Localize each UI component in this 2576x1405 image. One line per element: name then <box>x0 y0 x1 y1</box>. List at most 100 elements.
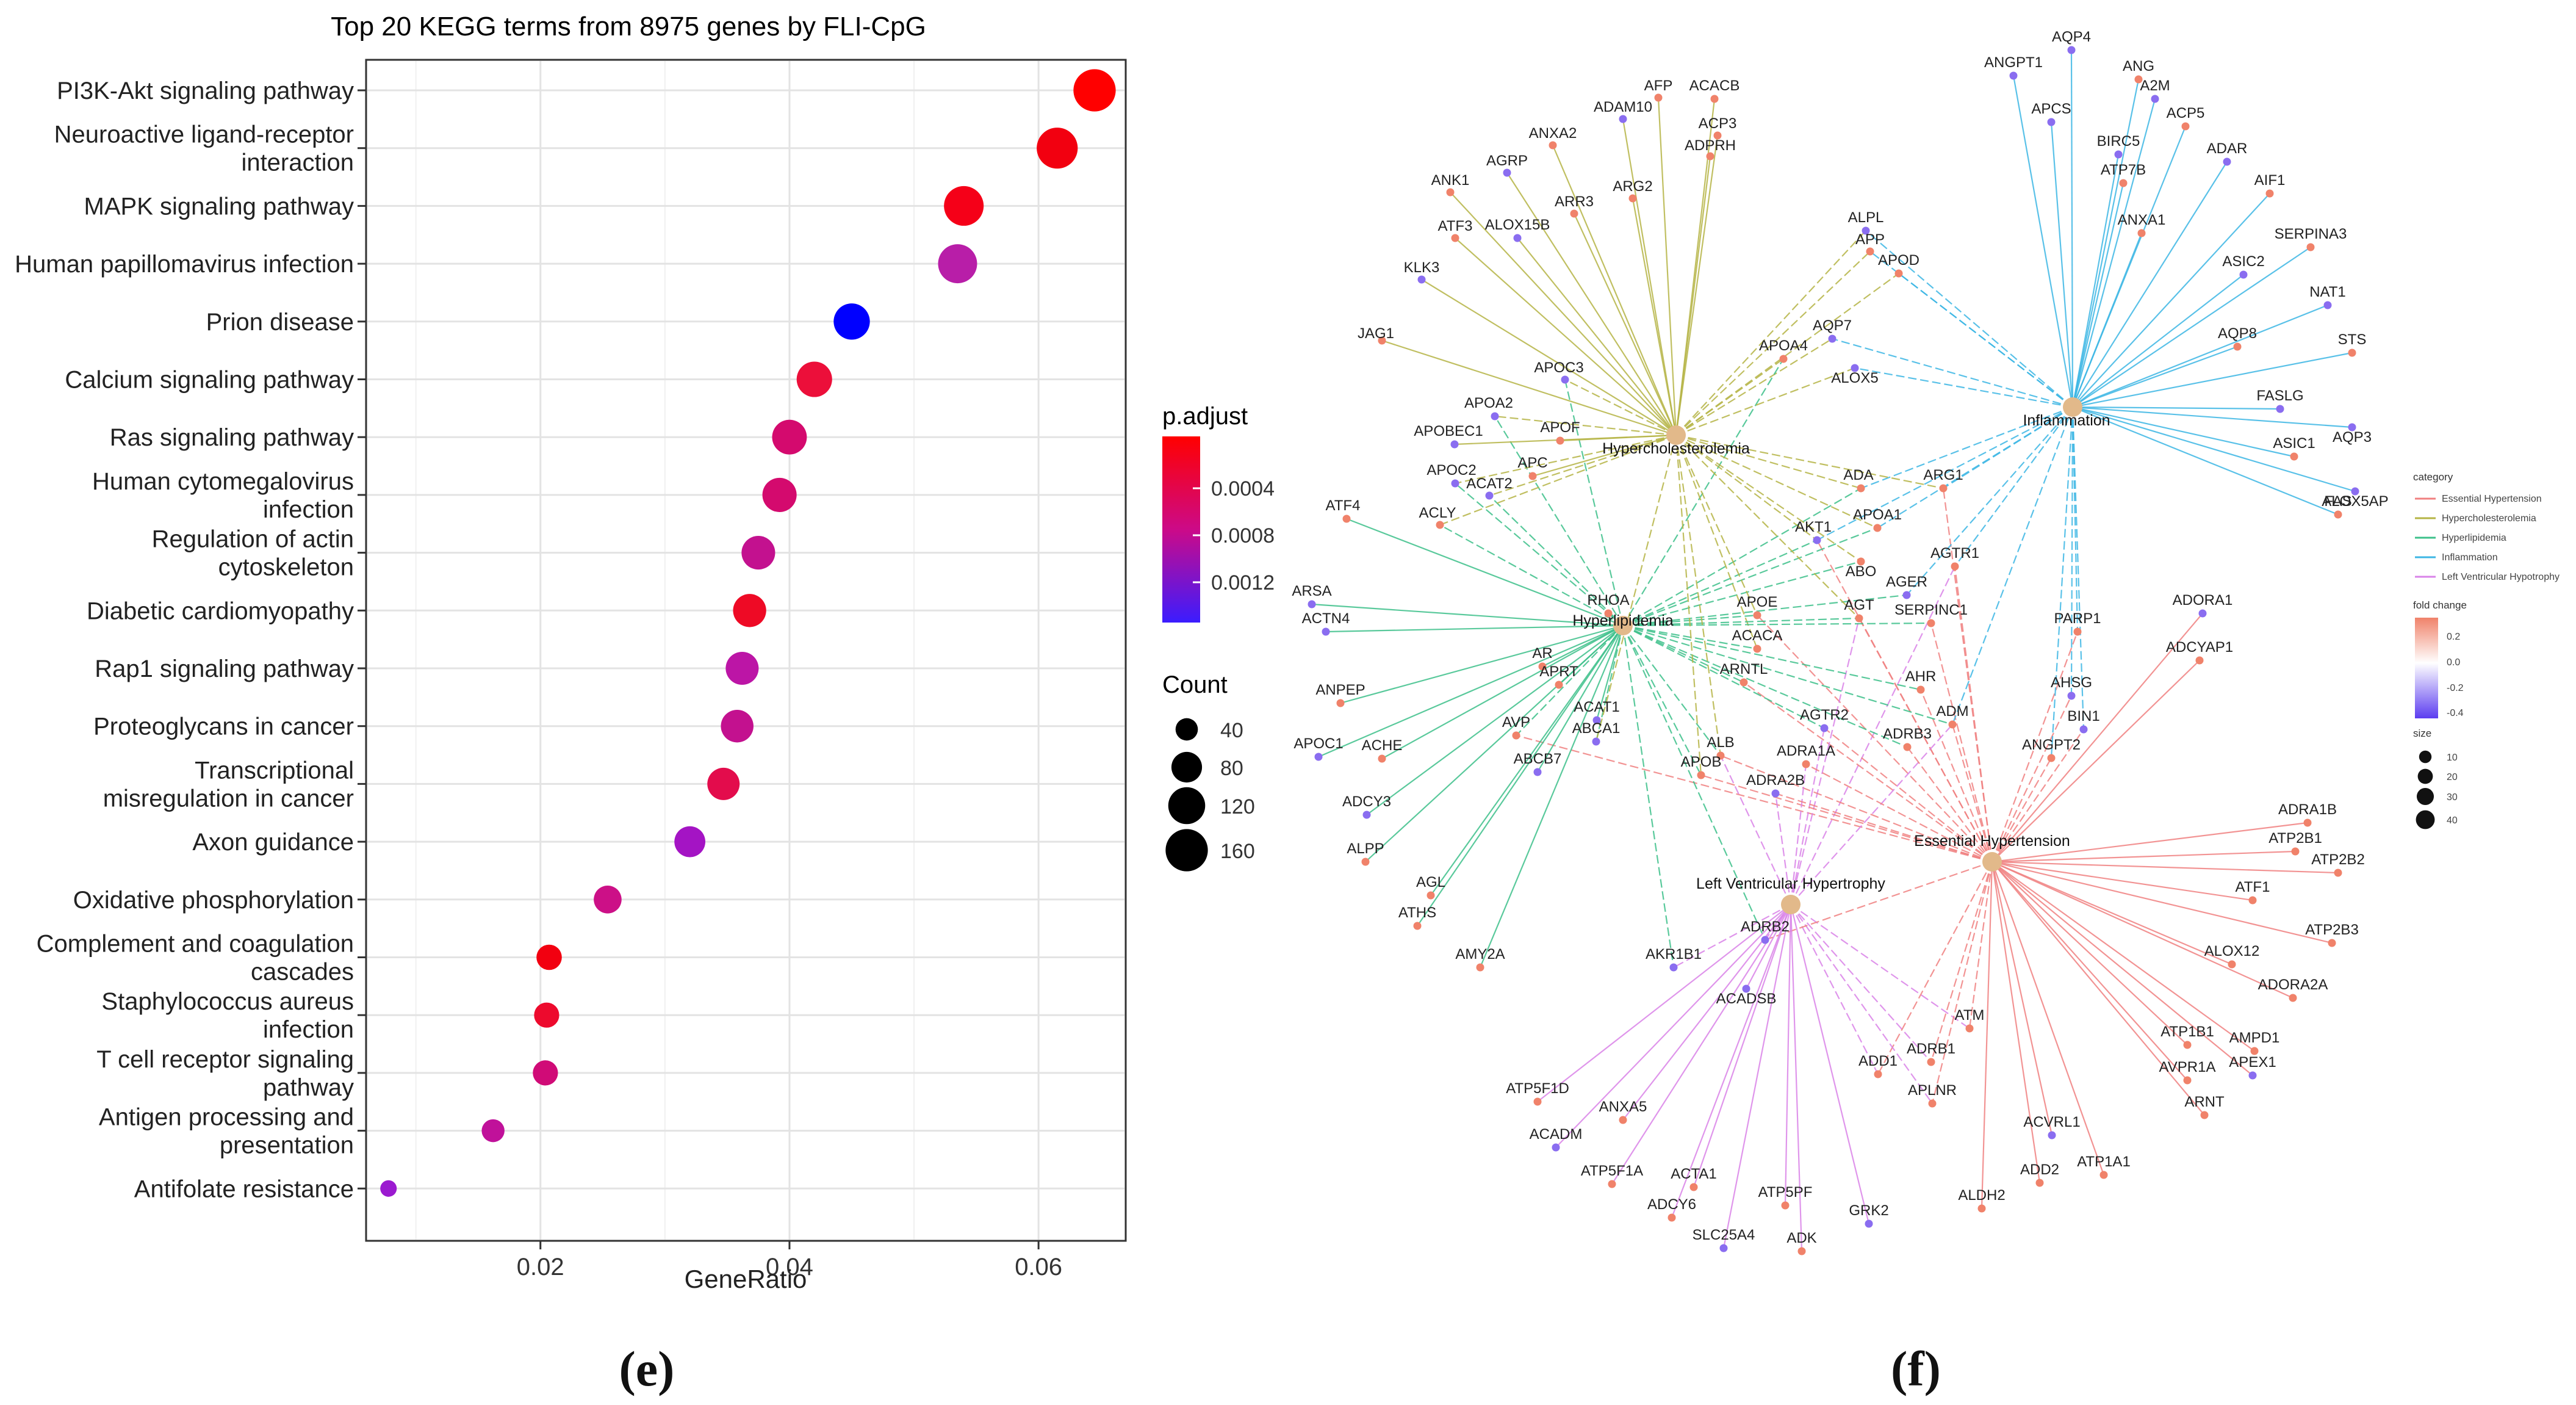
gene-node <box>1697 771 1705 779</box>
gene-node-label: ACP3 <box>1699 115 1737 132</box>
gene-node-label: ACLY <box>1419 505 1456 521</box>
dotplot-points <box>380 69 1116 1197</box>
network-edge <box>2071 154 2120 408</box>
count-legend-label: 80 <box>1220 757 1243 780</box>
network-edge <box>1622 539 1818 627</box>
network-edge <box>1860 406 2073 489</box>
gene-node-label: RHOA <box>1587 592 1629 609</box>
gene-node-label: ADRA2B <box>1746 772 1805 789</box>
dotplot-term-label: Prion disease <box>206 309 354 336</box>
gene-node-label: AKR1B1 <box>1646 946 1702 963</box>
network-edge <box>1622 358 1784 626</box>
p-adjust-legend: p.adjust 0.0004 0.0008 0.0012 <box>1162 403 1275 623</box>
fold-change-ticks: 0.2 0.0 -0.2 -0.4 <box>2447 632 2464 718</box>
dotplot-point <box>1073 69 1116 112</box>
network-edge <box>1506 172 1677 436</box>
gene-node <box>2047 754 2056 762</box>
network-edge <box>1877 406 2073 529</box>
gene-node <box>1865 1219 1873 1228</box>
network-edge <box>1675 434 1944 489</box>
gene-node-label: ATP5F1A <box>1581 1163 1643 1179</box>
gene-node-label: ADD2 <box>2020 1161 2059 1178</box>
gene-node-label: NAT1 <box>2309 284 2346 300</box>
gene-node-label: ACTN4 <box>1302 610 1350 627</box>
network-edge <box>1877 861 1993 1075</box>
dotplot-point <box>721 709 754 743</box>
dotplot-term-label: Rap1 signaling pathway <box>95 656 354 682</box>
size-legend-label: 40 <box>2447 815 2458 826</box>
network-edge <box>1489 495 1624 626</box>
network-edge <box>1552 145 1677 436</box>
count-legend-dot <box>1168 787 1206 825</box>
gene-node-label: ARR3 <box>1555 193 1594 210</box>
dotplot-x-axis: 0.02 0.04 0.06 <box>517 1241 1062 1280</box>
category-node <box>1613 616 1633 635</box>
category-node <box>2063 397 2082 417</box>
gene-node <box>1719 1244 1728 1252</box>
gene-node <box>2099 1171 2108 1179</box>
count-legend-title: Count <box>1162 671 1228 698</box>
network-edge <box>1790 728 1826 905</box>
network-edge <box>1622 560 1862 627</box>
dotplot-term-label: Antifolate resistance <box>134 1176 354 1202</box>
gene-node <box>2137 229 2146 237</box>
gene-node-label: ARSA <box>1292 583 1331 599</box>
gene-node-label: ATP5F1D <box>1506 1080 1569 1097</box>
network-edge <box>1622 624 1758 650</box>
network-edge <box>1991 613 2203 862</box>
gene-node <box>2047 118 2056 126</box>
gene-node <box>1771 789 1780 798</box>
network-edge <box>1790 904 1932 1063</box>
gene-node <box>2348 423 2356 432</box>
dotplot-point <box>944 186 984 226</box>
dotplot-term-label: infection <box>263 496 354 523</box>
network-edge <box>1537 904 1791 1102</box>
gene-node <box>1927 619 1935 627</box>
gene-node-label: ACP5 <box>2167 105 2205 121</box>
gene-node-label: ANG <box>2123 58 2154 74</box>
network-edge <box>2072 406 2281 410</box>
dotplot-point <box>534 1002 559 1028</box>
network-edge <box>1596 625 1624 721</box>
network-edge <box>1622 625 1825 729</box>
gene-node <box>1857 557 1865 566</box>
dotplot-term-label: Antigen processing and <box>99 1104 354 1131</box>
dotplot-x-axis-label: GeneRatio <box>685 1265 807 1293</box>
gene-node <box>1742 984 1750 993</box>
network-edge <box>1325 624 1624 633</box>
gene-node-label: APRT <box>1539 663 1578 680</box>
gene-node-label: ANPEP <box>1315 682 1365 698</box>
gene-node <box>1716 751 1725 760</box>
network-edge <box>1931 861 1993 1104</box>
dotplot-term-label: Ras signaling pathway <box>110 424 354 451</box>
gene-node <box>2067 692 2076 700</box>
network-edge <box>1991 861 2188 1081</box>
count-legend-dot <box>1171 751 1203 783</box>
gene-node-label: AFP <box>1644 78 1673 94</box>
gene-node <box>1322 627 1330 636</box>
network-edge <box>2050 406 2074 759</box>
network-edge <box>1455 483 1624 626</box>
gene-node <box>2306 243 2315 251</box>
gene-node <box>1619 115 1627 123</box>
dotplot-term-label: cascades <box>251 959 354 986</box>
network-edge <box>1622 625 1675 968</box>
dotplot-term-label: interaction <box>241 150 354 176</box>
gene-node <box>2067 46 2076 54</box>
gene-node <box>1894 269 1903 278</box>
gene-node-label: AVP <box>1502 714 1530 731</box>
network-edge <box>1991 660 2200 862</box>
fold-change-legend-title: fold change <box>2413 599 2467 611</box>
network-edge <box>1790 904 1933 1104</box>
gene-node <box>1378 336 1386 345</box>
gene-node <box>1446 188 1455 197</box>
dotplot-x-tick-label: 0.04 <box>766 1254 813 1280</box>
network-edge <box>1790 724 1953 905</box>
gene-node <box>1689 1183 1698 1191</box>
network-legend: category Essential Hypertension Hyperchol… <box>2413 471 2560 829</box>
gene-node-label: APOD <box>1878 252 1919 269</box>
network-edge <box>1622 118 1677 436</box>
network-edge <box>1611 904 1791 1185</box>
gene-node-label: ALDH2 <box>1958 1187 2005 1204</box>
network-edge <box>1318 624 1624 758</box>
